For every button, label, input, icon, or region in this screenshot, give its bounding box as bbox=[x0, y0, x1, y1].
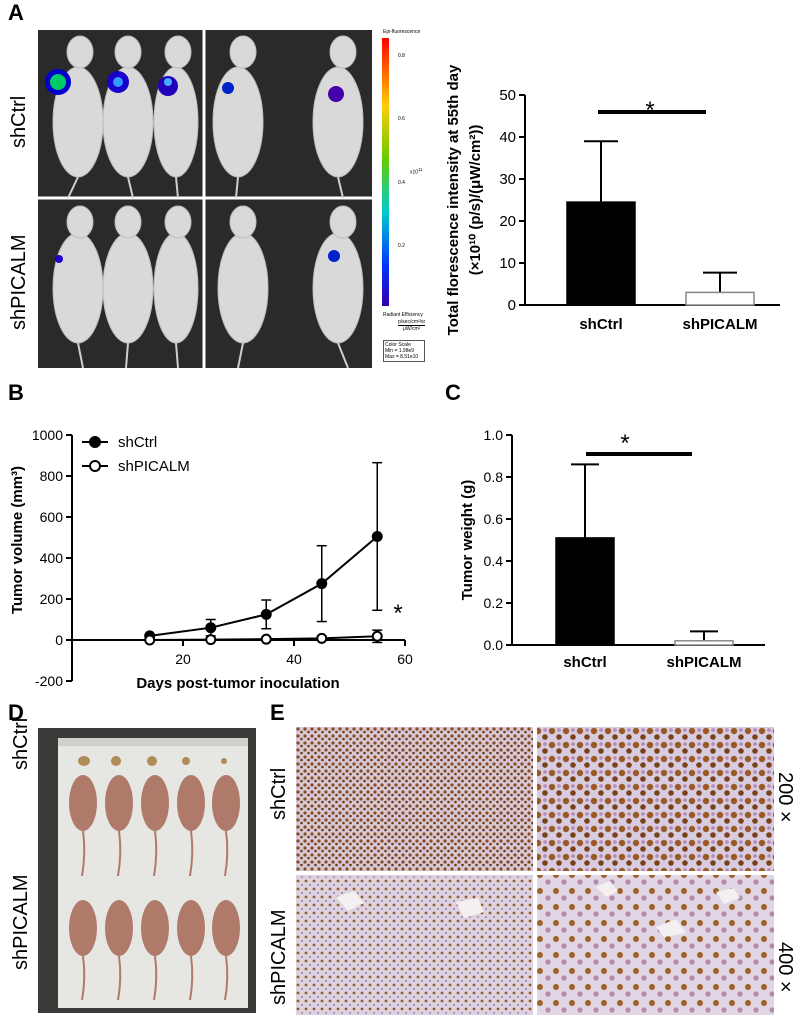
panel-e-row-label-shpicalm: shPICALM bbox=[268, 909, 290, 1005]
panel-a-row-label-shctrl: shCtrl bbox=[8, 95, 30, 148]
y-tick-label: 200 bbox=[40, 591, 64, 607]
y-tick-label: 400 bbox=[40, 550, 64, 566]
legend-label: shCtrl bbox=[118, 434, 157, 451]
colorbar-tick: 0.6 bbox=[398, 116, 405, 122]
data-point bbox=[205, 634, 217, 646]
data-point bbox=[316, 578, 328, 590]
panel-d-letter: D bbox=[8, 700, 24, 725]
y-axis-label-unit: (×10¹⁰ (p/s)/(μW/cm²)) bbox=[467, 125, 484, 276]
y-tick-label: 20 bbox=[499, 213, 516, 230]
x-tick-label: shCtrl bbox=[563, 654, 606, 671]
mag-label-200: 200 × bbox=[774, 772, 796, 823]
y-axis-label: Tumor weight (g) bbox=[459, 480, 476, 601]
panel-a-letter: A bbox=[8, 0, 24, 25]
y-tick-label: 0.6 bbox=[484, 511, 504, 527]
y-axis-label: Total florescence intensity at 55th day bbox=[445, 64, 462, 335]
bar bbox=[674, 640, 734, 646]
y-axis-label: Tumor volume (mm³) bbox=[9, 466, 26, 614]
panel-b-letter: B bbox=[8, 380, 24, 405]
colorbar-exponent: x1011 bbox=[410, 167, 423, 176]
data-point bbox=[371, 630, 383, 642]
colorbar-tick: 0.8 bbox=[398, 53, 405, 59]
colorbar-title: Epi-fluorescence bbox=[383, 29, 421, 35]
chart-a: 0 10 20 30 40 50 shCtrl shPICALM * Total floresce… bbox=[445, 64, 780, 335]
y-tick-label: 0.4 bbox=[484, 553, 504, 569]
panel-e-letter: E bbox=[270, 700, 285, 725]
panel-d-row-label-shpicalm: shPICALM bbox=[10, 874, 32, 970]
data-point bbox=[144, 634, 156, 646]
data-point bbox=[316, 632, 328, 644]
panel-d-photo bbox=[38, 728, 256, 1013]
x-tick-label: 40 bbox=[286, 651, 302, 667]
y-tick-label: 0.0 bbox=[484, 637, 504, 653]
panel-a-imaging-photos bbox=[38, 30, 372, 368]
y-tick-label: 0.8 bbox=[484, 469, 504, 485]
chart-b: -200 0 200 400 600 800 1000 20 40 60 shCtrl shPICAL… bbox=[9, 427, 413, 692]
y-tick-label: -200 bbox=[35, 673, 63, 689]
significance-mark: * bbox=[393, 600, 402, 627]
panel-e-ihc-images bbox=[296, 727, 774, 1015]
y-tick-label: 0 bbox=[508, 297, 516, 314]
y-tick-label: 1000 bbox=[32, 427, 63, 443]
panel-c-letter: C bbox=[445, 380, 461, 405]
data-point bbox=[371, 530, 383, 542]
color-scale-box: Color Scale Min = 1.98e9 Max = 8.51e10 bbox=[383, 340, 425, 362]
data-point bbox=[205, 622, 217, 634]
significance-mark: * bbox=[620, 430, 629, 457]
legend-label: shPICALM bbox=[118, 458, 190, 475]
y-tick-label: 30 bbox=[499, 171, 516, 188]
x-tick-label: shPICALM bbox=[683, 316, 758, 333]
x-tick-label: 60 bbox=[397, 651, 413, 667]
x-tick-label: 20 bbox=[175, 651, 191, 667]
data-point bbox=[260, 633, 272, 645]
panel-e-row-label-shctrl: shCtrl bbox=[268, 767, 290, 820]
x-axis-label: Days post-tumor inoculation bbox=[136, 675, 339, 692]
legend-marker bbox=[89, 460, 101, 472]
x-tick-label: shPICALM bbox=[667, 654, 742, 671]
panel-a-row-label-shpicalm: shPICALM bbox=[8, 234, 30, 330]
bar bbox=[566, 201, 636, 306]
y-tick-label: 40 bbox=[499, 129, 516, 146]
y-tick-label: 1.0 bbox=[484, 427, 504, 443]
colorbar-tick: 0.4 bbox=[398, 180, 405, 186]
colorbar-units-title: Radiant Efficiency bbox=[383, 312, 423, 318]
colorbar-tick: 0.2 bbox=[398, 243, 405, 249]
significance-mark: * bbox=[645, 97, 654, 124]
mag-label-400: 400 × bbox=[774, 942, 796, 993]
y-tick-label: 0 bbox=[55, 632, 63, 648]
panel-d-row-label-shctrl: shCtrl bbox=[10, 717, 32, 770]
y-tick-label: 600 bbox=[40, 509, 64, 525]
legend-marker bbox=[89, 436, 101, 448]
y-tick-label: 0.2 bbox=[484, 595, 504, 611]
bar bbox=[555, 537, 615, 646]
colorbar bbox=[382, 38, 389, 306]
chart-c: 0.0 0.2 0.4 0.6 0.8 1.0 shCtrl shPICALM * Tumor w… bbox=[459, 427, 765, 671]
colorbar-units: p/sec/cm²/sr μW/cm² bbox=[398, 319, 426, 332]
x-tick-label: shCtrl bbox=[579, 316, 622, 333]
y-tick-label: 50 bbox=[499, 87, 516, 104]
bar bbox=[685, 291, 755, 306]
data-point bbox=[260, 608, 272, 620]
series-line bbox=[149, 535, 378, 637]
y-tick-label: 800 bbox=[40, 468, 64, 484]
y-tick-label: 10 bbox=[499, 255, 516, 272]
